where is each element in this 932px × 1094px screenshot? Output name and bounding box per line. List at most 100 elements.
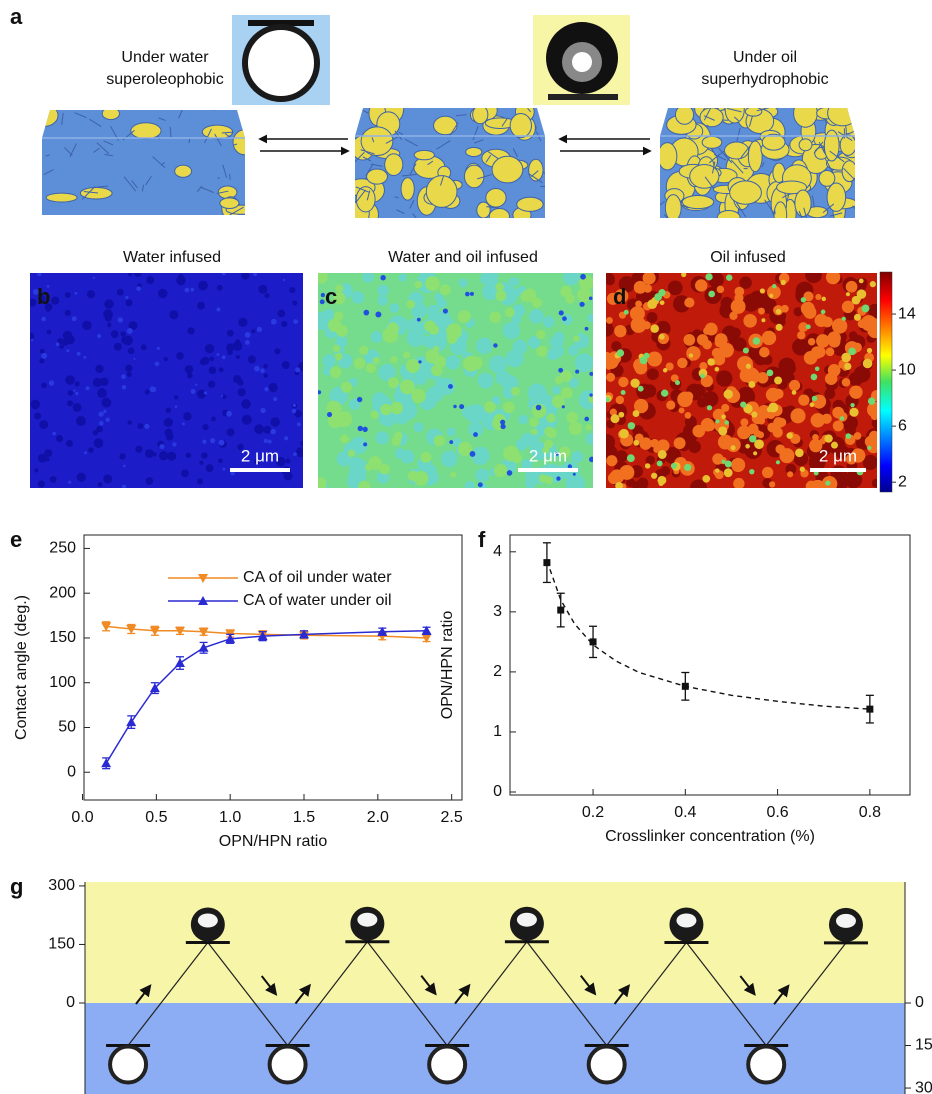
yellow-domain xyxy=(175,165,192,177)
yellow-domain xyxy=(46,193,77,202)
y-tick-label: 0 xyxy=(66,994,75,1011)
map-spot xyxy=(717,286,724,293)
map-spot xyxy=(849,372,863,386)
map-spot xyxy=(757,296,771,310)
map-spot xyxy=(373,357,380,364)
yellow-domain xyxy=(795,190,811,217)
map-spot xyxy=(683,334,695,346)
map-spot xyxy=(254,424,264,434)
map-spot xyxy=(470,292,474,296)
map-spot xyxy=(731,445,736,450)
map-spot xyxy=(686,346,700,360)
map-spot xyxy=(103,309,113,319)
map-spot xyxy=(84,451,87,454)
map-spot xyxy=(411,389,425,403)
map-spot xyxy=(863,359,873,369)
map-spot xyxy=(478,373,494,389)
map-spot xyxy=(65,310,71,316)
map-spot xyxy=(227,349,233,355)
map-spot xyxy=(703,327,711,335)
map-spot xyxy=(633,440,639,446)
panel-letter: e xyxy=(10,527,22,552)
x-axis-label: Crosslinker concentration (%) xyxy=(605,828,815,845)
scale-bar-label: 2 μm xyxy=(819,446,857,465)
map-spot xyxy=(552,386,561,395)
domain-edge xyxy=(217,178,219,179)
map-spot xyxy=(715,468,719,472)
marker xyxy=(543,559,550,566)
map-spot xyxy=(95,365,103,373)
map-spot xyxy=(792,390,797,395)
map-spot xyxy=(815,294,821,300)
map-spot xyxy=(616,450,628,462)
map-spot xyxy=(65,292,71,298)
map-spot xyxy=(358,481,370,493)
map-spot xyxy=(589,372,593,376)
map-spot xyxy=(826,347,835,356)
map-spot xyxy=(166,433,174,441)
map-spot xyxy=(204,391,207,394)
map-spot xyxy=(624,310,629,315)
map-spot xyxy=(133,358,135,360)
map-spot xyxy=(505,308,515,318)
legend-label: CA of water under oil xyxy=(243,592,392,609)
map-spot xyxy=(435,378,446,389)
map-spot xyxy=(241,399,251,409)
map-spot xyxy=(511,387,520,396)
map-spot xyxy=(176,352,183,359)
map-spot xyxy=(75,381,80,386)
map-spot xyxy=(274,348,280,354)
map-spot xyxy=(258,285,267,294)
map-spot xyxy=(146,477,154,485)
map-spot xyxy=(701,418,714,431)
map-spot xyxy=(312,477,326,491)
map-spot xyxy=(406,359,420,373)
map-spot xyxy=(757,372,768,383)
map-spot xyxy=(469,356,482,369)
map-spot xyxy=(721,415,726,420)
map-spot xyxy=(97,334,101,338)
map-spot xyxy=(417,318,421,322)
map-spot xyxy=(388,377,399,388)
map-spot xyxy=(420,452,431,463)
y-tick-label: 300 xyxy=(48,877,75,894)
yellow-domain xyxy=(510,113,531,137)
map-spot xyxy=(621,390,626,395)
map-spot xyxy=(614,325,626,337)
map-spot xyxy=(657,460,663,466)
map-spot xyxy=(327,412,332,417)
map-spot xyxy=(828,364,841,377)
map-spot xyxy=(630,378,639,387)
map-spot xyxy=(97,388,107,398)
map-spot xyxy=(44,449,52,457)
map-spot xyxy=(832,318,847,333)
map-spot xyxy=(56,435,63,442)
map-spot xyxy=(122,385,126,389)
map-spot xyxy=(114,343,122,351)
y-tick-label: 100 xyxy=(49,674,76,691)
map-spot xyxy=(715,333,728,346)
map-spot xyxy=(371,331,383,343)
map-spot xyxy=(41,317,46,322)
map-spot xyxy=(772,284,776,288)
y-tick-label: 0 xyxy=(493,783,502,800)
map-spot xyxy=(380,404,391,415)
map-spot xyxy=(529,418,539,428)
map-spot xyxy=(800,467,805,472)
map-spot xyxy=(863,322,870,329)
map-spot xyxy=(671,463,677,469)
map-spot xyxy=(715,367,720,372)
map-spot xyxy=(289,287,295,293)
map-spot xyxy=(292,301,297,306)
map-spot xyxy=(447,333,458,344)
map-spot xyxy=(74,292,77,295)
map-spot xyxy=(703,391,719,407)
map-spot xyxy=(762,331,776,345)
yellow-domain xyxy=(466,147,482,156)
y-axis-label: OPN/HPN ratio xyxy=(439,611,456,720)
map-spot xyxy=(712,348,722,358)
colorbar-tick-label: 6 xyxy=(898,417,907,434)
map-spot xyxy=(828,336,840,348)
map-spot xyxy=(822,297,826,301)
map-spot xyxy=(587,313,596,322)
